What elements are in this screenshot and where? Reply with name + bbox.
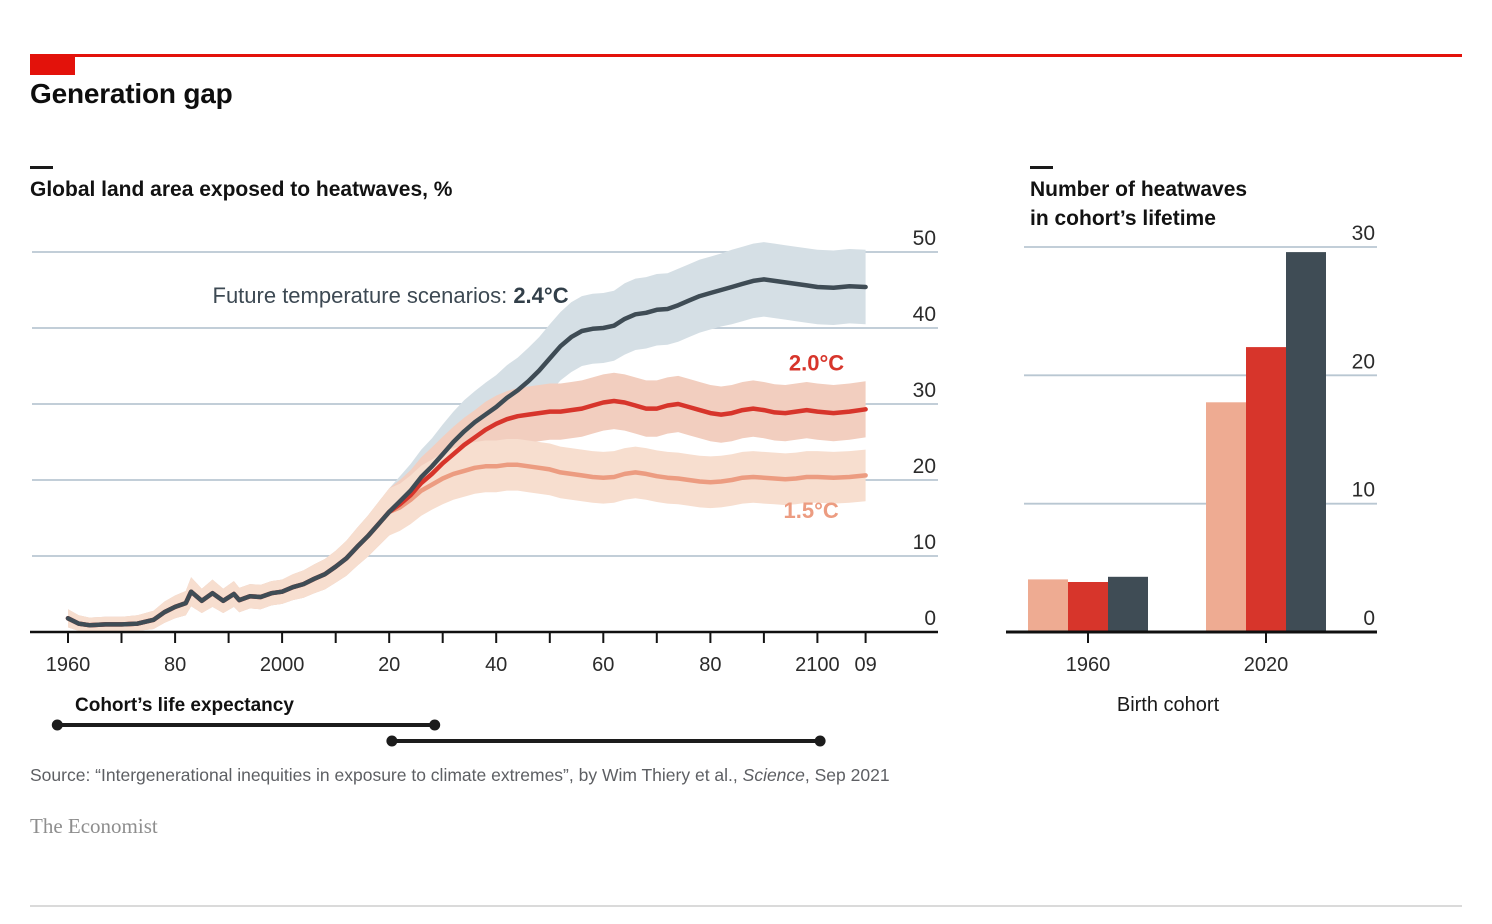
life-expectancy-endpoint-1-1 [51, 719, 63, 731]
accent-rule [30, 54, 1462, 57]
x-axis-label-2080: 80 [699, 654, 721, 676]
y-axis-label-30: 30 [913, 379, 936, 402]
bar-chart: 0 10 20 30 1960 2020 Birth cohort [1006, 222, 1377, 716]
bar-2020-2.4 [1286, 252, 1326, 632]
bar-1960-1.5 [1028, 579, 1068, 632]
right-chart-tick-mark [1030, 166, 1053, 169]
uncertainty-band-2.0 [68, 372, 866, 631]
left-chart-title: Global land area exposed to heatwaves, % [30, 178, 453, 201]
bar-2020-2.0 [1246, 347, 1286, 632]
scenario-line-2.4 [65, 277, 868, 628]
accent-flag [30, 54, 75, 75]
source-journal: Science [742, 765, 805, 785]
y-axis-label-30: 30 [1352, 222, 1375, 245]
source-date: , Sep 2021 [804, 765, 890, 785]
x-axis-title: Birth cohort [1117, 694, 1220, 716]
right-chart-title-line-2: in cohort’s lifetime [1030, 207, 1216, 230]
x-axis-label-2109: 09 [854, 654, 876, 676]
life-expectancy-endpoint-2-1 [386, 735, 398, 747]
x-axis-label-2020: 2020 [1244, 654, 1289, 676]
source-line: Source: “Intergenerational inequities in… [30, 765, 890, 786]
right-chart-title-line-1: Number of heatwaves [1030, 178, 1248, 201]
y-axis-label-10: 10 [913, 531, 936, 554]
life-expectancy-endpoint-1-2 [429, 719, 441, 731]
y-axis-label-50: 50 [913, 227, 936, 250]
annotation-future-scenarios: Future temperature scenarios: 2.4°C [213, 283, 569, 308]
life-expectancy-label: Cohort’s life expectancy [75, 695, 294, 716]
x-axis-label-1960: 1960 [1066, 654, 1111, 676]
source-text: Source: “Intergenerational inequities in… [30, 765, 743, 785]
right-chart-title: Number of heatwaves in cohort’s lifetime [1030, 175, 1320, 233]
x-axis-label-1960: 1960 [46, 654, 91, 676]
left-chart-tick-mark [30, 166, 53, 169]
uncertainty-band-1.5 [68, 439, 866, 631]
x-axis-label-2040: 40 [485, 654, 507, 676]
x-axis-label-2100: 2100 [795, 654, 840, 676]
scenario-label-1.5: 1.5°C [784, 498, 839, 523]
page-title: Generation gap [30, 78, 233, 109]
x-axis-label-2020: 20 [378, 654, 400, 676]
bar-1960-2.0 [1068, 582, 1108, 632]
life-expectancy-endpoint-2-2 [814, 735, 826, 747]
y-axis-label-0: 0 [924, 607, 936, 630]
y-axis-label-40: 40 [913, 303, 936, 326]
bar-1960-2.4 [1108, 576, 1148, 632]
scenario-label-2.0: 2.0°C [789, 351, 844, 376]
y-axis-label-10: 10 [1352, 479, 1375, 502]
x-axis-label-2000: 2000 [260, 654, 305, 676]
y-axis-label-20: 20 [913, 455, 936, 478]
y-axis-label-0: 0 [1363, 607, 1375, 630]
x-axis-label-2060: 60 [592, 654, 614, 676]
y-axis-label-20: 20 [1352, 350, 1375, 373]
x-axis-label-1980: 80 [164, 654, 186, 676]
publication-brand: The Economist [30, 814, 158, 838]
bottom-divider [30, 905, 1462, 907]
bar-2020-1.5 [1206, 402, 1246, 632]
line-chart: 0 10 20 30 40 50 1.5°C 2.0°C Future temperature … [30, 227, 938, 747]
